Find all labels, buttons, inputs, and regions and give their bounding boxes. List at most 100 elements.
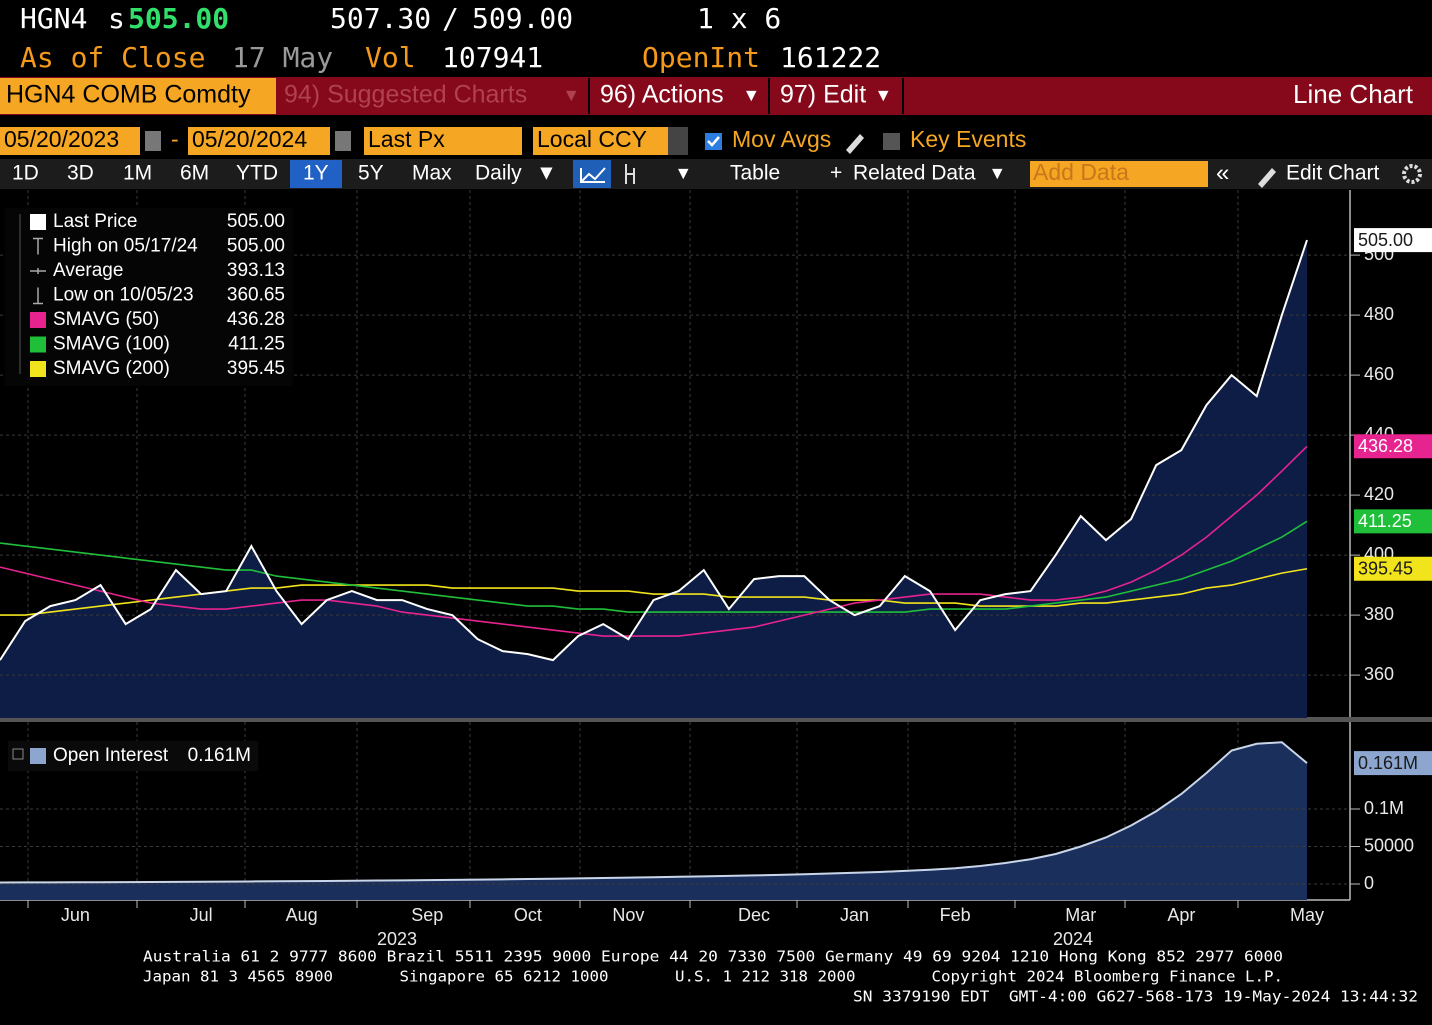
dropdown-arrow: ▾ xyxy=(878,84,889,107)
key-events-checkbox[interactable] xyxy=(883,133,900,150)
as-of: As of Close xyxy=(20,41,205,74)
pencil-icon[interactable] xyxy=(846,134,864,154)
dropdown-arrow: ▾ xyxy=(678,162,689,185)
legend-swatch xyxy=(30,312,46,328)
start-date-box[interactable] xyxy=(0,127,140,155)
period-button[interactable]: 1M xyxy=(123,162,152,185)
last-price: 505.00 xyxy=(128,2,229,35)
add-data-box[interactable] xyxy=(1030,161,1208,187)
legend-value: 411.25 xyxy=(228,334,285,355)
period-button[interactable]: 1Y xyxy=(303,162,329,185)
legend-name: SMAVG (50) xyxy=(53,309,159,330)
y-tick-label: 460 xyxy=(1364,364,1394,384)
last-value-label: 411.25 xyxy=(1358,511,1412,531)
security[interactable]: HGN4 COMB Comdty xyxy=(6,81,251,109)
pencil-icon xyxy=(1258,168,1276,188)
key-events[interactable]: Key Events xyxy=(910,126,1026,152)
oi: 161222 xyxy=(780,41,881,74)
x-tick-label: Dec xyxy=(738,905,770,925)
check xyxy=(707,136,720,147)
legend-name: SMAVG (100) xyxy=(53,334,170,355)
x-tick-label: May xyxy=(1290,905,1324,925)
y-tick-label: 0.1M xyxy=(1364,798,1404,818)
last-value-label: 0.161M xyxy=(1358,753,1418,773)
legend-swatch xyxy=(30,748,46,764)
related-data[interactable]: Related Data xyxy=(853,162,976,185)
last-value-flag xyxy=(1354,434,1432,459)
bar-icon[interactable] xyxy=(625,164,635,184)
add-data[interactable]: Add Data xyxy=(1033,159,1129,185)
close-date: 17 May xyxy=(232,41,333,74)
slash: / xyxy=(442,2,459,35)
y-tick-label: 50000 xyxy=(1364,835,1414,855)
field-box[interactable] xyxy=(364,127,522,155)
end-date[interactable]: 05/20/2024 xyxy=(192,126,307,152)
legend-name: Average xyxy=(53,260,123,281)
suggested-charts[interactable]: 94) Suggested Charts xyxy=(284,81,527,109)
vol: 107941 xyxy=(442,41,543,74)
legend-value: 436.28 xyxy=(227,309,285,330)
year-label: 2024 xyxy=(1053,929,1093,949)
dropdown-arrow: ▼ xyxy=(536,162,557,185)
period-button[interactable]: Max xyxy=(412,162,452,185)
legend-name: Last Price xyxy=(53,211,137,232)
x-tick-label: Jul xyxy=(190,905,213,925)
calendar-icon[interactable] xyxy=(145,131,161,151)
vol-label: Vol xyxy=(365,41,416,74)
last-value-label: 436.28 xyxy=(1358,436,1413,456)
last-value-flag xyxy=(1354,556,1432,581)
line-icon-button[interactable] xyxy=(573,160,611,188)
calendar-icon[interactable] xyxy=(335,131,351,151)
last-value-flag xyxy=(1354,228,1432,253)
x-tick-label: Nov xyxy=(612,905,644,925)
footer-line: Australia 61 2 9777 8600 Brazil 5511 239… xyxy=(143,948,1283,966)
currency-drop[interactable] xyxy=(668,127,688,155)
mov-avgs[interactable]: Mov Avgs xyxy=(732,126,831,152)
collapse-icon[interactable]: « xyxy=(1216,159,1229,186)
legend-name: Low on 10/05/23 xyxy=(53,285,194,306)
period-button[interactable]: 1D xyxy=(12,162,39,185)
security-box[interactable] xyxy=(0,78,276,114)
currency[interactable]: Local CCY xyxy=(537,126,647,152)
oi-legend-box xyxy=(8,741,258,771)
period-active xyxy=(290,160,342,188)
footer-line: SN 3379190 EDT GMT-4:00 G627-568-173 19-… xyxy=(853,988,1418,1006)
legend-swatch xyxy=(30,214,46,230)
x-tick-label: Feb xyxy=(940,905,971,925)
edit[interactable]: 97) Edit xyxy=(780,81,866,109)
series-line xyxy=(0,239,1308,662)
legend-name: SMAVG (200) xyxy=(53,358,170,379)
period-button[interactable]: 6M xyxy=(180,162,209,185)
oi-label: OpenInt xyxy=(642,41,760,74)
legend-value: 505.00 xyxy=(227,236,285,257)
divider xyxy=(588,78,590,114)
field[interactable]: Last Px xyxy=(368,126,445,152)
start-date[interactable]: 05/20/2023 xyxy=(4,126,119,152)
y-tick-label: 0 xyxy=(1364,873,1374,893)
y-tick-label: 380 xyxy=(1364,604,1394,624)
settings-icon[interactable] xyxy=(1402,164,1422,184)
legend-icon xyxy=(33,287,43,305)
size: 1 x 6 xyxy=(697,2,781,35)
period-button[interactable]: 3D xyxy=(67,162,94,185)
actions[interactable]: 96) Actions xyxy=(600,81,724,109)
currency-box[interactable] xyxy=(533,127,688,155)
legend-value: 0.161M xyxy=(188,745,251,766)
x-tick-label: Apr xyxy=(1167,905,1195,925)
x-tick-label: Aug xyxy=(286,905,318,925)
last-value-label: 395.45 xyxy=(1358,559,1413,579)
period-button[interactable]: 5Y xyxy=(358,162,384,185)
legend-name: High on 05/17/24 xyxy=(53,236,198,257)
edit-chart[interactable]: Edit Chart xyxy=(1286,162,1380,185)
legend-icon xyxy=(30,268,46,274)
table-button[interactable]: Table xyxy=(730,162,780,185)
dropdown-arrow: ▾ xyxy=(566,84,577,107)
last-value-label: 505.00 xyxy=(1358,230,1413,250)
end-date-box[interactable] xyxy=(188,127,330,155)
frequency[interactable]: Daily xyxy=(475,162,522,185)
legend-value: 360.65 xyxy=(227,285,285,306)
period-button[interactable]: YTD xyxy=(236,162,278,185)
series-line xyxy=(0,520,1308,613)
bid: 507.30 xyxy=(330,2,431,35)
